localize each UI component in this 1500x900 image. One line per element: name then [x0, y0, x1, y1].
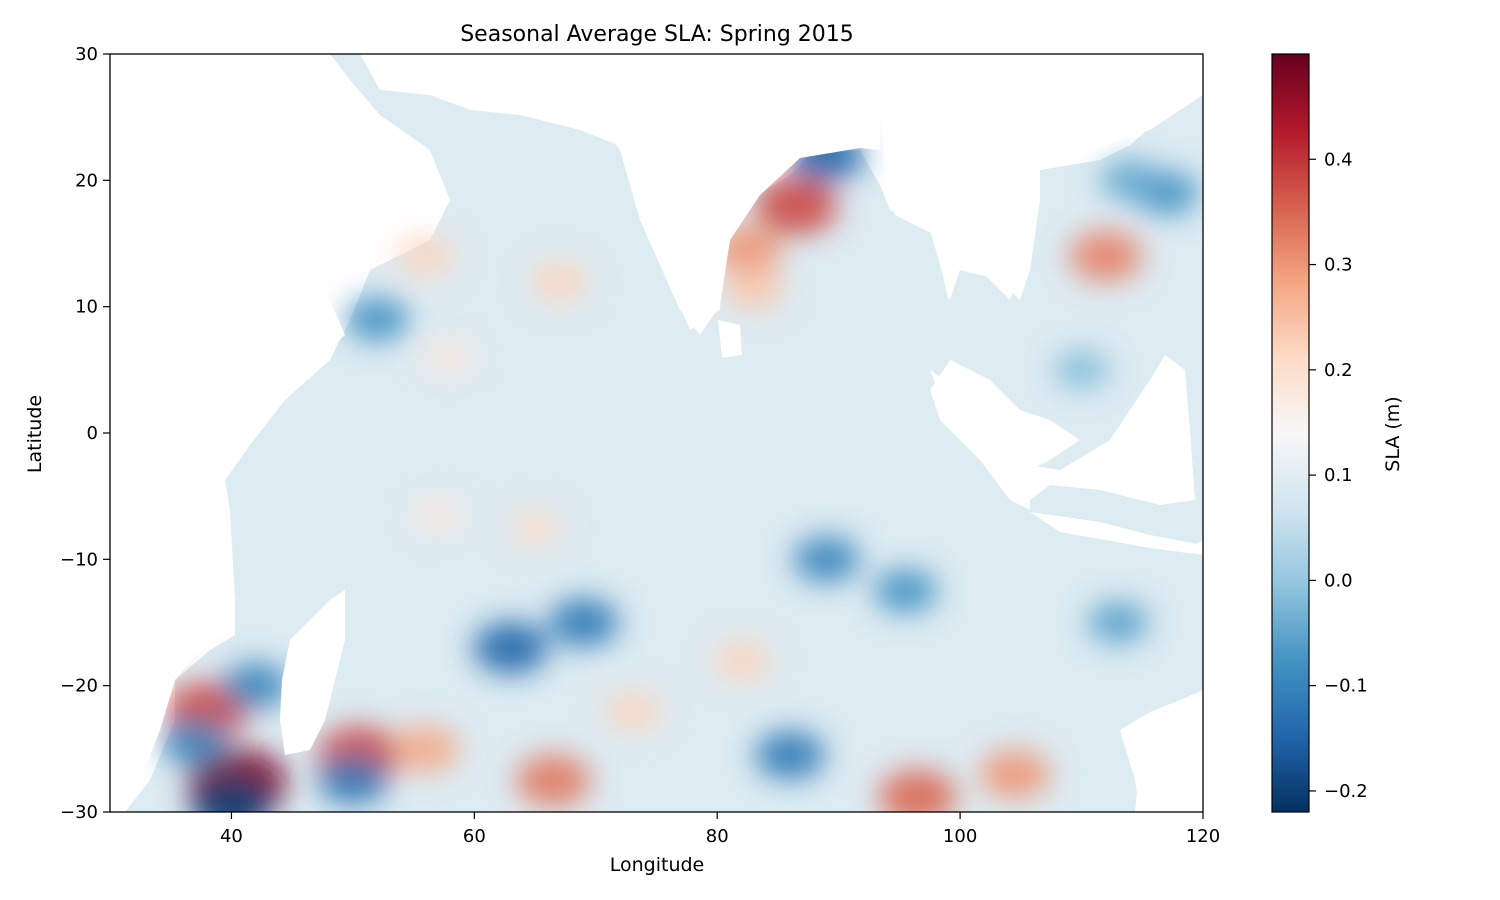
anomaly-blob-22 — [190, 776, 273, 812]
colorbar-tick-label: −0.2 — [1324, 781, 1368, 802]
x-tick-label: 40 — [220, 826, 243, 847]
anomaly-blob-30 — [345, 297, 409, 342]
land-south-africa-tip — [110, 760, 135, 812]
anomaly-blob-14 — [508, 508, 562, 547]
colorbar: 0.4 0.3 0.2 0.1 0.0 −0.1 −0.2 SLA (m) — [1271, 53, 1404, 813]
anomaly-field — [161, 129, 1199, 812]
colorbar-tick-label: 0.0 — [1324, 570, 1353, 591]
land-arabia-africa — [110, 54, 375, 270]
anomaly-blob-20 — [548, 598, 619, 647]
y-axis-label: Latitude — [24, 395, 46, 473]
x-axis-ticks: 40 60 80 100 120 — [220, 812, 1220, 847]
y-tick-label: 10 — [75, 297, 98, 318]
land-sri-lanka — [718, 320, 742, 358]
anomaly-blob-15 — [412, 497, 464, 533]
anomaly-blob-4 — [516, 754, 591, 807]
ocean-region — [125, 54, 1203, 812]
x-tick-label: 100 — [943, 826, 977, 847]
plot-area — [110, 54, 1203, 812]
anomaly-blob-7 — [754, 176, 838, 235]
colorbar-ticks: 0.4 0.3 0.2 0.1 0.0 −0.1 −0.2 — [1309, 149, 1368, 802]
colorbar-tick-label: −0.1 — [1324, 676, 1368, 697]
land-india — [560, 54, 880, 335]
anomaly-blob-31 — [222, 662, 289, 709]
anomaly-blob-13 — [424, 339, 476, 375]
anomaly-blob-3 — [392, 725, 459, 773]
y-tick-label: 20 — [75, 170, 98, 191]
anomaly-blob-16 — [603, 691, 661, 731]
colorbar-gradient — [1271, 53, 1310, 813]
chart-title: Seasonal Average SLA: Spring 2015 — [460, 22, 854, 47]
land-masks — [110, 54, 1203, 812]
anomaly-blob-21 — [793, 536, 860, 583]
anomaly-blob-32 — [161, 719, 229, 766]
land-madagascar — [280, 590, 345, 755]
anomaly-blob-17 — [713, 640, 770, 681]
y-tick-label: −10 — [60, 549, 98, 570]
x-tick-label: 120 — [1186, 826, 1220, 847]
anomaly-blob-25 — [755, 730, 825, 780]
anomaly-blob-19 — [473, 621, 548, 674]
y-tick-label: −20 — [60, 676, 98, 697]
anomaly-blob-23 — [318, 756, 388, 805]
y-tick-label: −30 — [60, 802, 98, 823]
anomaly-blob-28 — [1054, 351, 1109, 389]
colorbar-tick-label: 0.1 — [1324, 465, 1353, 486]
y-axis-ticks: 30 20 10 0 −10 −20 −30 — [60, 44, 110, 823]
colorbar-tick-label: 0.2 — [1324, 360, 1353, 381]
anomaly-blob-10 — [1069, 230, 1143, 282]
colorbar-tick-label: 0.4 — [1324, 149, 1353, 170]
anomaly-blob-27 — [1100, 159, 1160, 201]
land-sumatra-java — [930, 355, 1195, 505]
land-southeast-asia — [880, 54, 1203, 300]
land-java-south — [1030, 512, 1203, 555]
anomaly-blob-24 — [873, 568, 938, 614]
anomaly-blob-9 — [723, 266, 784, 309]
x-tick-label: 60 — [463, 826, 486, 847]
y-tick-label: 30 — [75, 44, 98, 65]
x-axis-label: Longitude — [610, 854, 705, 876]
land-australia — [1120, 690, 1203, 812]
anomaly-blob-6 — [979, 749, 1050, 799]
colorbar-tick-label: 0.3 — [1324, 255, 1353, 276]
y-tick-label: 0 — [87, 423, 98, 444]
x-tick-label: 80 — [706, 826, 729, 847]
colorbar-label: SLA (m) — [1382, 396, 1404, 471]
anomaly-blob-11 — [397, 236, 455, 277]
anomaly-blob-29 — [1087, 601, 1148, 644]
anomaly-blob-5 — [878, 769, 957, 812]
anomaly-blob-12 — [530, 261, 588, 302]
land-horn-africa — [110, 285, 345, 812]
